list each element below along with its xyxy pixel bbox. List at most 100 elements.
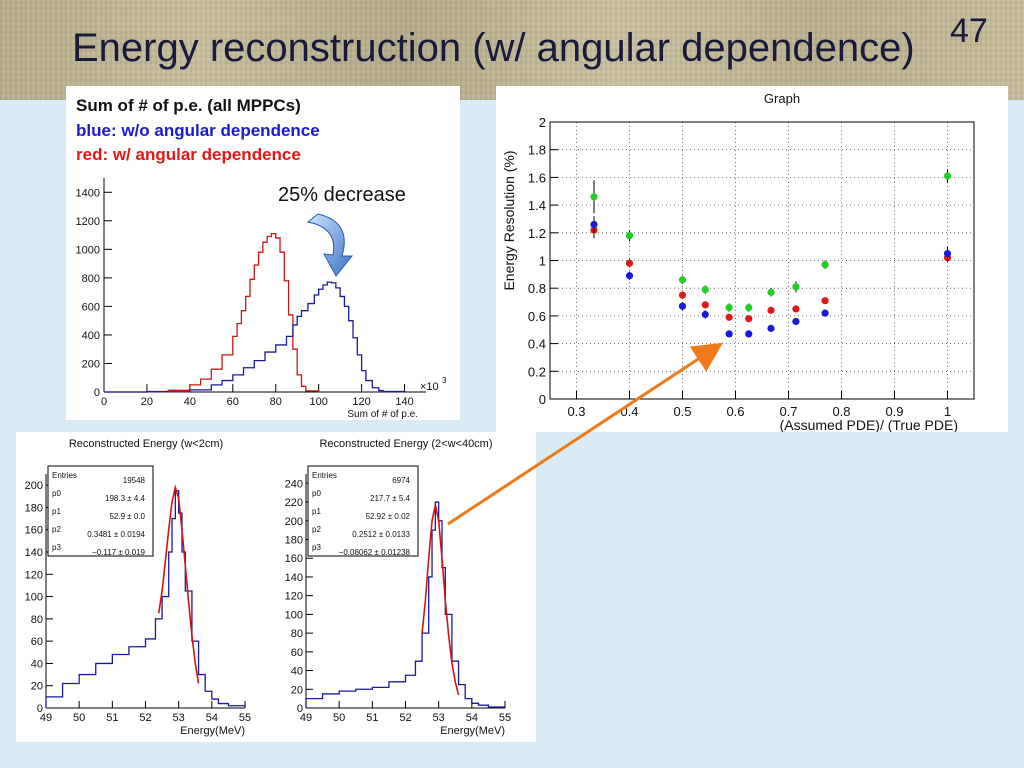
y-tick-label: 160 [285,553,303,565]
x-tick-label: 54 [466,712,478,724]
data-point-series-2 [767,324,775,332]
y-tick-label: 140 [25,547,43,559]
x-tick-label: 55 [499,712,511,724]
y-tick-label: 0 [37,703,43,715]
data-point-series-1 [625,259,634,267]
x-multiplier-label: ×10 [420,381,439,393]
data-point-series-2 [625,272,634,280]
stats-value: 52.9 ± 0.0 [109,512,145,521]
x-tick-label: 0.4 [620,404,638,419]
stats-key: p2 [52,525,61,534]
y-tick-label: 600 [82,301,100,313]
stats-box [307,465,419,557]
fit-curve [421,504,460,696]
x-tick-label: 40 [184,396,196,408]
x-tick-label: 52 [399,712,411,724]
resolution-panel: Graph 0 0.2 0.4 0.6 0.8 1 1.2 1.4 1.6 1.8 2 0.3 0.4 0.… [496,86,1008,432]
x-tick-label: 0 [101,396,107,408]
stats-value: −0.08062 ± 0.01238 [339,548,411,557]
y-tick-label: 120 [285,591,303,603]
x-axis-label: Sum of # of p.e. [347,409,418,420]
x-axis-label: Energy(MeV) [180,725,245,737]
energy-histogram [45,490,246,708]
data-point-series-0 [725,303,733,312]
data-point-series-2 [678,302,687,310]
data-point-series-1 [792,305,800,313]
stats-value: 19548 [123,476,146,485]
data-point-series-2 [701,310,709,319]
data-point-series-0 [678,276,687,284]
energy-chart-wide: Reconstructed Energy (2<w<40cm) 0 20 40 60 80… [285,438,511,737]
stats-key: Entries [312,471,337,480]
data-point-series-0 [625,231,634,240]
x-tick-label: 49 [40,712,52,724]
y-tick-label: 0.2 [528,364,546,379]
y-tick-label: 2 [539,115,546,130]
y-tick-label: 80 [31,614,43,626]
stats-key: p1 [312,507,321,516]
stats-key: Entries [52,471,77,480]
data-point-series-1 [821,297,829,305]
stats-value: 198.3 ± 4.4 [105,494,146,503]
x-tick-label: 50 [73,712,85,724]
chart-title: Reconstructed Energy (2<w<40cm) [319,438,492,450]
y-tick-label: 0.4 [528,337,546,352]
data-point-series-2 [821,309,829,317]
x-tick-label: 0.5 [673,404,691,419]
x-tick-label: 51 [366,712,378,724]
y-tick-label: 1.2 [528,226,546,241]
histogram-series-0 [104,232,320,393]
data-point-series-2 [590,220,598,229]
stats-value: 0.3481 ± 0.0194 [87,530,145,539]
data-point-series-2 [792,317,800,326]
y-tick-label: 160 [25,525,43,537]
y-tick-label: 100 [285,609,303,621]
x-tick-label: 120 [352,396,370,408]
x-tick-label: 0.8 [832,404,850,419]
y-tick-label: 0 [94,387,100,399]
data-point-series-0 [701,285,709,294]
y-tick-label: 220 [285,497,303,509]
legend-line-blue: blue: w/o angular dependence [76,121,320,140]
y-tick-label: 1.6 [528,170,546,185]
y-tick-label: 120 [25,569,43,581]
x-tick-label: 54 [206,712,218,724]
x-tick-label: 20 [141,396,153,408]
stats-key: p3 [52,543,61,552]
legend-line-title: Sum of # of p.e. (all MPPCs) [76,96,301,115]
y-tick-label: 60 [31,636,43,648]
y-tick-label: 40 [31,658,43,670]
x-multiplier-exponent: 3 [442,376,447,385]
y-axis-label: Energy Resolution (%) [501,150,517,290]
stats-value: 217.7 ± 5.4 [370,494,411,503]
y-tick-label: 0.8 [528,281,546,296]
energy-histogram [305,501,506,708]
stats-key: p2 [312,525,321,534]
data-point-series-0 [792,283,800,291]
y-tick-label: 200 [25,480,43,492]
histogram-series-1 [104,281,406,393]
x-tick-label: 60 [227,396,239,408]
x-tick-label: 0.6 [726,404,744,419]
stats-value: 0.2512 ± 0.0133 [352,530,410,539]
y-tick-label: 240 [285,478,303,490]
y-tick-label: 200 [285,516,303,528]
data-point-series-0 [745,303,753,312]
data-point-series-1 [678,291,687,299]
stats-key: p0 [52,489,61,498]
y-tick-label: 800 [82,273,100,285]
data-point-series-2 [943,249,952,258]
x-tick-label: 140 [395,396,413,408]
data-point-series-1 [767,306,775,314]
data-point-series-0 [821,261,829,269]
legend-line-red: red: w/ angular dependence [76,145,301,164]
x-axis-label: (Assumed PDE)/ (True PDE) [780,417,958,432]
y-tick-label: 0 [539,392,546,407]
x-tick-label: 50 [333,712,345,724]
energy-panels: Reconstructed Energy (w<2cm) 0 20 40 60 80 100… [16,432,536,742]
y-tick-label: 1 [539,254,546,269]
stats-value: −0.117 ± 0.019 [92,548,146,557]
x-tick-label: 0.3 [567,404,585,419]
x-tick-label: 0.9 [885,404,903,419]
stats-key: p1 [52,507,61,516]
